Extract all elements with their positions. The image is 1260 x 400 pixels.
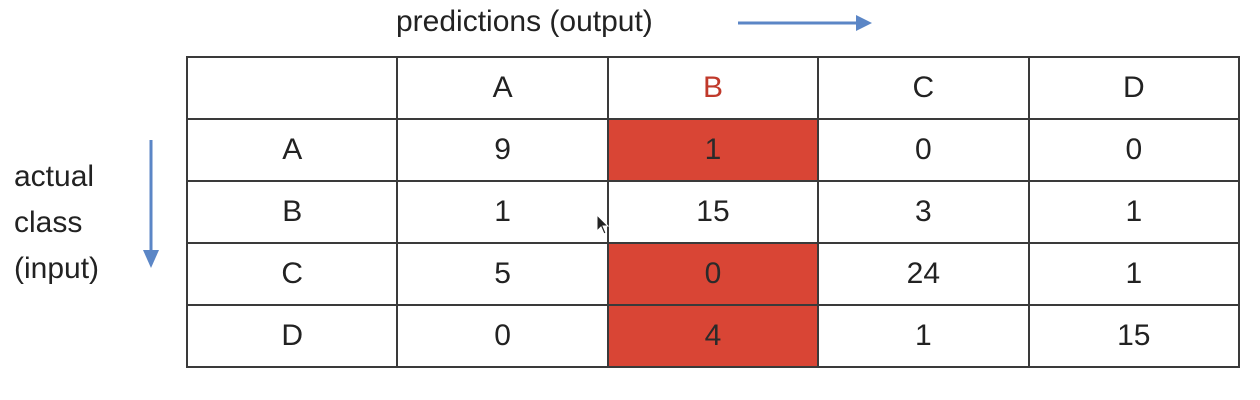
actual-label-line3: (input) xyxy=(14,252,100,285)
matrix-cell: 0 xyxy=(396,304,609,368)
actual-label-line1: actual xyxy=(14,160,95,193)
corner-cell xyxy=(185,56,399,120)
predictions-output-label: predictions (output) xyxy=(396,5,653,38)
row-header-b: B xyxy=(185,180,399,244)
matrix-cell: 5 xyxy=(396,242,609,306)
matrix-row-d: D 0 4 1 15 xyxy=(185,304,1241,368)
confusion-matrix: A B C D A 9 1 0 0 B 1 15 3 1 C 5 0 24 1 … xyxy=(185,56,1241,368)
matrix-cell: 0 xyxy=(1027,118,1241,182)
matrix-row-b: B 1 15 3 1 xyxy=(185,180,1241,244)
matrix-cell: 9 xyxy=(396,118,609,182)
matrix-cell: 1 xyxy=(1027,242,1241,306)
column-header-c: C xyxy=(817,56,1030,120)
matrix-cell: 1 xyxy=(396,180,609,244)
matrix-row-c: C 5 0 24 1 xyxy=(185,242,1241,306)
matrix-header-row: A B C D xyxy=(185,56,1241,120)
mouse-cursor-icon xyxy=(596,214,610,235)
column-header-b: B xyxy=(606,56,820,120)
matrix-cell-highlighted: 0 xyxy=(606,242,820,306)
matrix-cell-highlighted: 4 xyxy=(606,304,820,368)
actual-label-line2: class xyxy=(14,206,83,239)
matrix-cell: 3 xyxy=(817,180,1030,244)
column-header-a: A xyxy=(396,56,609,120)
actual-class-input-label: actual class (input) xyxy=(14,154,99,292)
row-header-a: A xyxy=(185,118,399,182)
matrix-cell: 15 xyxy=(1027,304,1241,368)
matrix-cell-highlighted: 1 xyxy=(606,118,820,182)
matrix-cell: 1 xyxy=(817,304,1030,368)
matrix-cell: 0 xyxy=(817,118,1030,182)
matrix-cell: 15 xyxy=(606,180,820,244)
row-header-c: C xyxy=(185,242,399,306)
down-arrow-icon xyxy=(143,140,159,268)
matrix-cell: 1 xyxy=(1027,180,1241,244)
column-header-d: D xyxy=(1027,56,1241,120)
row-header-d: D xyxy=(185,304,399,368)
matrix-row-a: A 9 1 0 0 xyxy=(185,118,1241,182)
matrix-cell: 24 xyxy=(817,242,1030,306)
right-arrow-icon xyxy=(738,15,872,31)
